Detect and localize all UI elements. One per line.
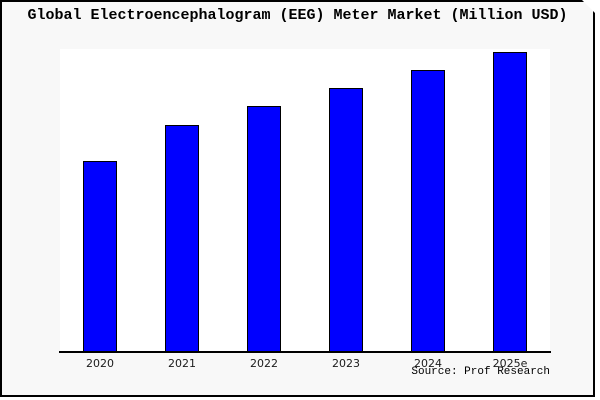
x-tick-label-2021: 2021: [168, 357, 196, 370]
bar-2021: [165, 125, 199, 352]
x-tick-cell-2021: 2021: [165, 357, 199, 370]
plot-area: [60, 49, 550, 351]
x-axis-line: [59, 351, 551, 353]
bars-row: [60, 49, 550, 351]
source-credit: Source: Prof Research: [411, 366, 550, 378]
x-tick-label-2025e: 2025e: [492, 357, 528, 370]
bar-2024: [411, 70, 445, 351]
x-tick-cell-2025e: 2025e: [493, 357, 527, 370]
x-tick-cell-2020: 2020: [83, 357, 117, 370]
x-tick-label-2023: 2023: [332, 357, 360, 370]
x-tick-label-2022: 2022: [250, 357, 278, 370]
bar-2020: [83, 161, 117, 351]
x-tick-cell-2023: 2023: [329, 357, 363, 370]
x-tick-label-2024: 2024: [414, 357, 442, 370]
bar-2022: [247, 106, 281, 351]
bar-2025e: [493, 52, 527, 351]
x-labels-row: 2020 2021 2022 2023 2024 2025e: [60, 357, 550, 370]
x-tick-label-2020: 2020: [86, 357, 114, 370]
chart-title: Global Electroencephalogram (EEG) Meter …: [27, 7, 568, 24]
x-tick-cell-2022: 2022: [247, 357, 281, 370]
x-tick-cell-2024: 2024: [411, 357, 445, 370]
bar-2023: [329, 88, 363, 351]
